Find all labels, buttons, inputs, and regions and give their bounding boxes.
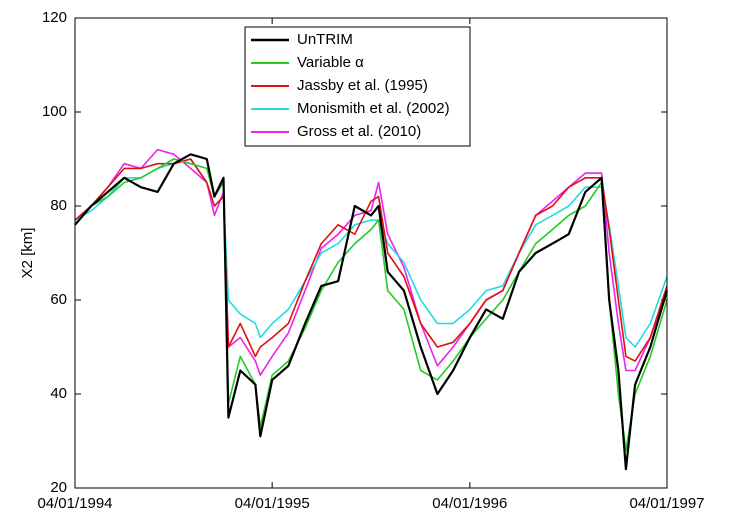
x-tick-label: 04/01/1997 [629, 495, 704, 512]
y-tick-label: 60 [50, 291, 67, 308]
legend-label: Monismith et al. (2002) [297, 100, 450, 117]
x-tick-label: 04/01/1994 [37, 495, 112, 512]
data-line [74, 158, 668, 452]
y-tick-label: 100 [42, 103, 67, 120]
y-tick-label: 20 [50, 479, 67, 496]
legend-label: Variable α [297, 54, 364, 71]
x-tick-label: 04/01/1996 [432, 495, 507, 512]
data-line [74, 153, 669, 471]
y-tick-label: 120 [42, 9, 67, 26]
data-line [74, 148, 668, 376]
legend-label: Gross et al. (2010) [297, 123, 421, 140]
data-line [74, 158, 668, 362]
y-axis-label: X2 [km] [19, 228, 36, 279]
legend-label: Jassby et al. (1995) [297, 77, 428, 94]
x-tick-label: 04/01/1995 [235, 495, 310, 512]
y-tick-label: 80 [50, 197, 67, 214]
y-tick-label: 40 [50, 385, 67, 402]
legend-label: UnTRIM [297, 31, 353, 48]
plot-frame [74, 17, 668, 489]
data-line [74, 158, 668, 348]
